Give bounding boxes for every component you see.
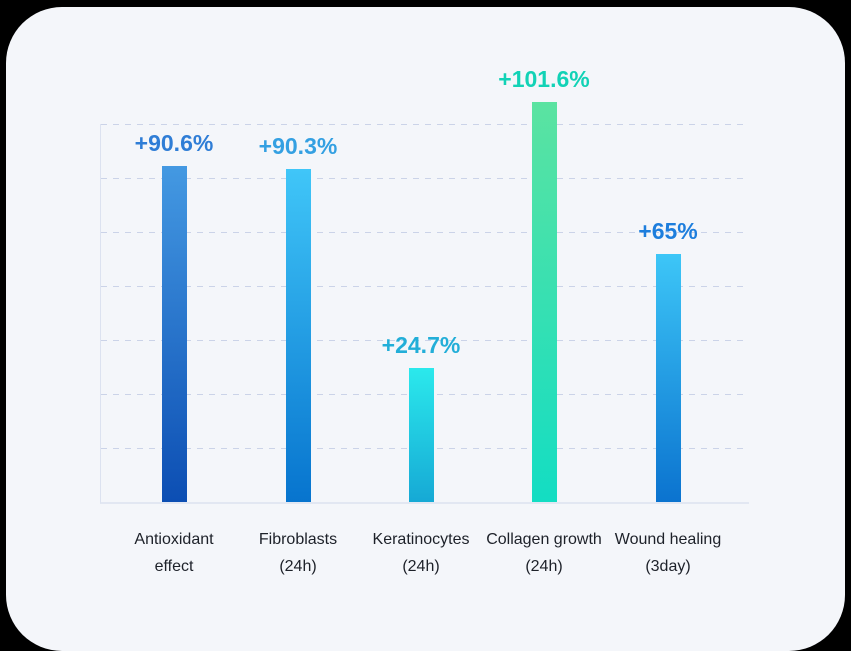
bar <box>285 169 311 502</box>
category-label: Antioxidant effect <box>94 526 254 580</box>
category-label-line: (24h) <box>402 558 440 575</box>
category-label: Collagen growth (24h) <box>464 526 624 580</box>
bar-value-label: +65% <box>638 218 698 244</box>
plot-area: +90.6% Antioxidant effect +90.3% Fibroblasts… <box>100 66 749 575</box>
category-label-line: (24h) <box>279 558 317 575</box>
bar <box>161 166 187 502</box>
category-label-line: Antioxidant <box>134 531 214 548</box>
bar <box>655 254 681 502</box>
gridline <box>101 178 749 179</box>
bar-value-label: +90.6% <box>134 130 214 156</box>
category-label: Wound healing (3day) <box>588 526 748 580</box>
gridline <box>101 232 749 233</box>
bar-value-label: +90.3% <box>258 133 338 159</box>
category-label-line: (3day) <box>645 558 691 575</box>
category-label-line: effect <box>154 558 194 575</box>
category-label-line: Keratinocytes <box>372 531 470 548</box>
category-label-line: Collagen growth <box>486 531 602 548</box>
category-label: Fibroblasts (24h) <box>218 526 378 580</box>
category-label-line: Fibroblasts <box>258 531 338 548</box>
category-label-line: Wound healing <box>614 531 722 548</box>
gridline <box>101 286 749 287</box>
gridline <box>101 340 749 341</box>
gridline <box>101 124 749 125</box>
bar <box>531 102 557 502</box>
bar-value-label: +101.6% <box>498 66 590 92</box>
bar <box>408 368 434 502</box>
bar-value-label: +24.7% <box>381 332 461 358</box>
category-label: Keratinocytes (24h) <box>341 526 501 580</box>
chart-card: +90.6% Antioxidant effect +90.3% Fibroblasts… <box>6 7 845 651</box>
category-label-line: (24h) <box>525 558 563 575</box>
